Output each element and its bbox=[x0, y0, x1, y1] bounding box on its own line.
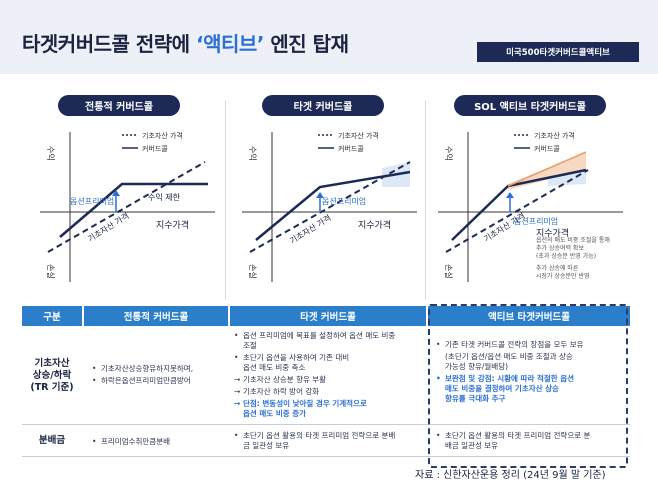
note-upside-3: (초과 상승분 반영 가능) bbox=[536, 252, 596, 260]
axis-label-index: 지수가격 bbox=[358, 219, 391, 231]
title-prefix: 타겟커버드콜 전략에 bbox=[22, 32, 197, 56]
axis-label-loss: 손실 bbox=[444, 264, 454, 279]
payoff-chart-traditional: 수익 손실 기초자산 가격 커버드콜 옵션프리미엄 수익 제한 지수가격 기초자… bbox=[40, 131, 215, 282]
list-item: 기초자산 하락 방어 강화 bbox=[234, 387, 430, 397]
row-divider bbox=[22, 424, 630, 425]
payoff-chart-target: 수익 손실 기초자산 가격 커버드콜 옵션프리미엄 지수가격 기초자산 가격 bbox=[242, 131, 417, 282]
row-label-line: 기초자산 bbox=[34, 358, 70, 369]
list-item: 프리미엄수취만큼분배 bbox=[92, 437, 228, 447]
premium-arrowhead bbox=[112, 190, 120, 196]
underlying-label: 기초자산 가격 bbox=[288, 212, 333, 245]
row-label-underlying: 기초자산 상승/하락 (TR 기준) bbox=[22, 358, 82, 394]
title-accent: ‘액티브’ bbox=[196, 32, 264, 56]
premium-label: 옵션프리미엄 bbox=[322, 196, 366, 206]
table-header-active: 액티브 타겟커버드콜 bbox=[428, 306, 630, 326]
axis-label-gain: 수익 bbox=[444, 146, 454, 161]
legend-dotted-label: 기초자산 가격 bbox=[338, 131, 379, 140]
active-column-highlight bbox=[428, 304, 628, 468]
axis-label-loss: 손실 bbox=[46, 264, 56, 279]
note-market-1: 추가 상승에 따른 bbox=[536, 264, 579, 272]
legend-dotted-label: 기초자산 가격 bbox=[142, 131, 183, 140]
row-label-line: 상승/하락 bbox=[32, 370, 72, 381]
list-item: 하락은옵션프리미엄만큼방어 bbox=[92, 376, 228, 386]
list-item: 초단기 옵션 활용의 타겟 프리미엄 전략으로 분배금 일관성 보유 bbox=[436, 431, 632, 451]
cell-traditional-distribution: 프리미엄수취만큼분배 bbox=[92, 437, 228, 449]
note-upside-2: 추가 상승여력 확보 bbox=[536, 244, 584, 252]
axis-label-loss: 손실 bbox=[248, 264, 258, 279]
list-item: 기초자산 상승분 향유 부활 bbox=[234, 375, 430, 385]
axis-label-index: 지수가격 bbox=[156, 219, 189, 231]
table-header-category: 구분 bbox=[22, 306, 82, 326]
axis-label-gain: 수익 bbox=[248, 146, 258, 161]
page-title: 타겟커버드콜 전략에 ‘액티브’ 엔진 탑재 bbox=[22, 28, 349, 57]
axis-label-index: 지수가격 bbox=[536, 227, 569, 239]
cell-target-distribution: 초단기 옵션 활용의 타겟 프리미엄 전략으로 분배금 일관성 보유 bbox=[234, 431, 430, 453]
table-header-target: 타겟 커버드콜 bbox=[230, 306, 426, 326]
cell-traditional-underlying: 기초자산상승향유하지못하며, 하락은옵션프리미엄만큼방어 bbox=[92, 364, 228, 388]
cap-label: 수익 제한 bbox=[148, 192, 181, 202]
premium-arrowhead bbox=[316, 192, 324, 198]
shaded-area-target bbox=[548, 170, 586, 186]
panel-title-active: SOL 액티브 타겟커버드콜 bbox=[454, 95, 606, 116]
covered-call-line bbox=[255, 170, 411, 241]
panel-divider bbox=[225, 100, 226, 300]
payoff-chart-active: 수익 손실 기초자산 가격 커버드콜 옵션프리미엄 지수가격 기초자산 가격 옵… bbox=[438, 131, 623, 282]
legend-solid-label: 커버드콜 bbox=[142, 144, 168, 153]
legend-dotted-label: 기초자산 가격 bbox=[534, 131, 575, 140]
table-header-traditional: 전통적 커버드콜 bbox=[84, 306, 228, 326]
covered-call-line bbox=[59, 182, 208, 238]
cell-active-underlying: 기존 타겟 커버드콜 전략의 장점을 모두 보유 (초단기 옵션/옵션 매도 비… bbox=[436, 340, 632, 406]
list-item: 기초자산상승향유하지못하며, bbox=[92, 364, 228, 374]
underlying-line bbox=[445, 169, 589, 253]
active-upside-line bbox=[507, 151, 587, 187]
legend-solid-label: 커버드콜 bbox=[534, 144, 560, 153]
panel-title-target: 타겟 커버드콜 bbox=[262, 95, 384, 116]
premium-arrowhead bbox=[506, 192, 514, 198]
row-divider bbox=[22, 456, 630, 457]
axis-label-gain: 수익 bbox=[46, 146, 56, 161]
note-market-2: 시장가 상승분만 반영 bbox=[536, 272, 590, 280]
row-label-line: (TR 기준) bbox=[30, 382, 74, 393]
premium-label: 옵션프리미엄 bbox=[514, 216, 558, 226]
shaded-area-upside bbox=[508, 152, 586, 190]
source-note: 자료 : 신한자산운용 정리 (24년 9월 말 기준) bbox=[415, 470, 606, 481]
list-item: 초단기 옵션 활용의 타겟 프리미엄 전략으로 분배금 일관성 보유 bbox=[234, 431, 430, 451]
legend-solid-label: 커버드콜 bbox=[338, 144, 364, 153]
note-upside-1: 옵션의 매도 비중 조절을 통해 bbox=[536, 236, 610, 244]
cell-active-distribution: 초단기 옵션 활용의 타겟 프리미엄 전략으로 분배금 일관성 보유 bbox=[436, 431, 632, 453]
premium-label: 옵션프리미엄 bbox=[70, 196, 114, 206]
row-label-distribution: 분배금 bbox=[38, 435, 66, 446]
title-suffix: 엔진 탑재 bbox=[263, 32, 349, 56]
panel-divider bbox=[425, 100, 426, 300]
list-item: 기존 타겟 커버드콜 전략의 장점을 모두 보유 bbox=[436, 340, 632, 350]
underlying-line bbox=[47, 161, 206, 253]
underlying-label: 기초자산 가격 bbox=[482, 210, 527, 243]
list-item-detail: (초단기 옵션/옵션 매도 비중 조절과 상승 가능성 향유/월배당) bbox=[445, 352, 573, 371]
panel-title-traditional: 전통적 커버드콜 bbox=[58, 95, 180, 116]
product-tag: 미국500타겟커버드콜액티브 bbox=[477, 42, 639, 62]
